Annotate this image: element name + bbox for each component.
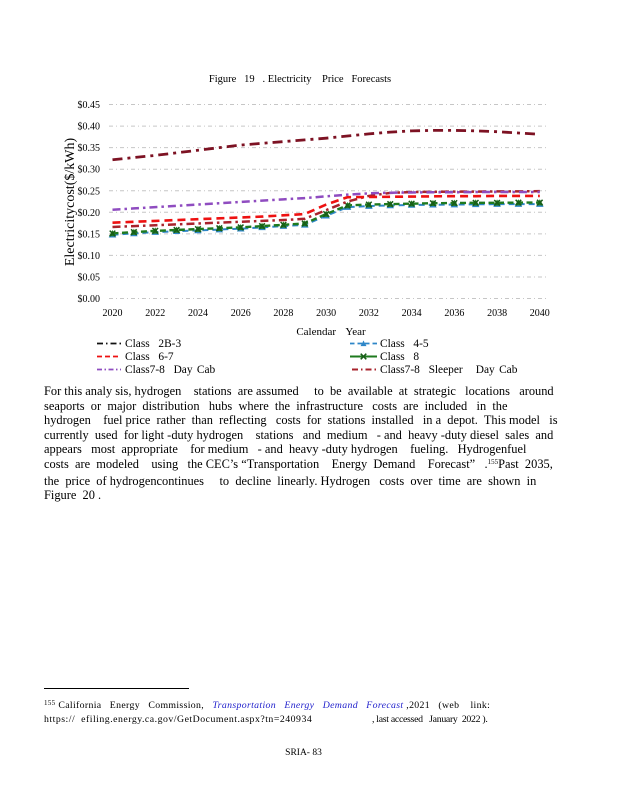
svg-text:Class 2B-3: Class 2B-3: [125, 338, 181, 350]
svg-text:$0.05: $0.05: [78, 272, 101, 283]
svg-text:$0.35: $0.35: [78, 143, 101, 154]
svg-text:2030: 2030: [316, 308, 336, 319]
svg-text:$0.20: $0.20: [78, 208, 101, 219]
svg-text:2034: 2034: [402, 308, 422, 319]
svg-text:Class7-8 Day Cab: Class7-8 Day Cab: [125, 364, 216, 376]
svg-text:2038: 2038: [487, 308, 507, 319]
svg-text:2026: 2026: [231, 308, 251, 319]
svg-text:Class7-8 Sleeper Day Cab: Class7-8 Sleeper Day Cab: [380, 364, 518, 376]
svg-text:$0.00: $0.00: [78, 294, 101, 305]
svg-text:2022: 2022: [145, 308, 165, 319]
svg-text:Electricitycost($/kWh): Electricitycost($/kWh): [63, 138, 78, 267]
svg-text:2032: 2032: [359, 308, 379, 319]
svg-text:$0.25: $0.25: [78, 186, 101, 197]
svg-text:Class 8: Class 8: [380, 351, 419, 363]
svg-text:2040: 2040: [530, 308, 550, 319]
svg-text:2036: 2036: [444, 308, 464, 319]
svg-text:$0.30: $0.30: [78, 165, 101, 176]
svg-text:Class 4-5: Class 4-5: [380, 338, 429, 350]
svg-text:$0.10: $0.10: [78, 251, 101, 262]
svg-text:Class 6-7: Class 6-7: [125, 351, 174, 363]
svg-text:2020: 2020: [103, 308, 123, 319]
svg-text:$0.45: $0.45: [78, 100, 101, 111]
svg-text:2024: 2024: [188, 308, 208, 319]
svg-text:2028: 2028: [273, 308, 293, 319]
svg-text:$0.40: $0.40: [78, 122, 101, 133]
svg-text:$0.15: $0.15: [78, 229, 101, 240]
svg-text:Calendar Year: Calendar Year: [296, 326, 366, 338]
